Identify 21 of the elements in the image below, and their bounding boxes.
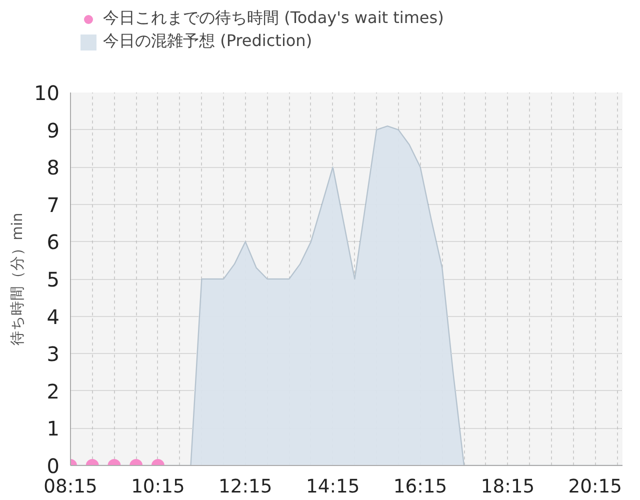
legend-label: 今日これまでの待ち時間 (Today's wait times) [103, 8, 444, 29]
y-tick-label: 1 [46, 416, 60, 441]
x-tick-label: 14:15 [306, 476, 360, 498]
y-tick-label: 3 [46, 342, 60, 366]
x-tick-label: 10:15 [131, 476, 185, 498]
y-tick-label: 7 [46, 192, 60, 217]
y-tick-label: 9 [46, 118, 60, 142]
x-tick-label: 20:15 [568, 476, 622, 498]
x-tick-label: 18:15 [480, 476, 535, 498]
y-tick-label: 8 [46, 156, 60, 180]
legend-label: 今日の混雑予想 (Prediction) [103, 31, 312, 52]
y-tick-label: 5 [46, 268, 60, 292]
x-tick-label: 12:15 [218, 476, 272, 498]
x-tick-label: 16:15 [393, 476, 448, 498]
y-tick-label: 4 [46, 304, 60, 329]
y-tick-label: 0 [46, 454, 60, 478]
y-tick-label: 10 [34, 81, 60, 105]
y-axis-title: 待ち時間（分）min [9, 212, 26, 346]
y-tick-label: 6 [46, 230, 60, 254]
x-tick-label: 08:15 [44, 476, 98, 498]
y-tick-label: 2 [46, 379, 60, 404]
